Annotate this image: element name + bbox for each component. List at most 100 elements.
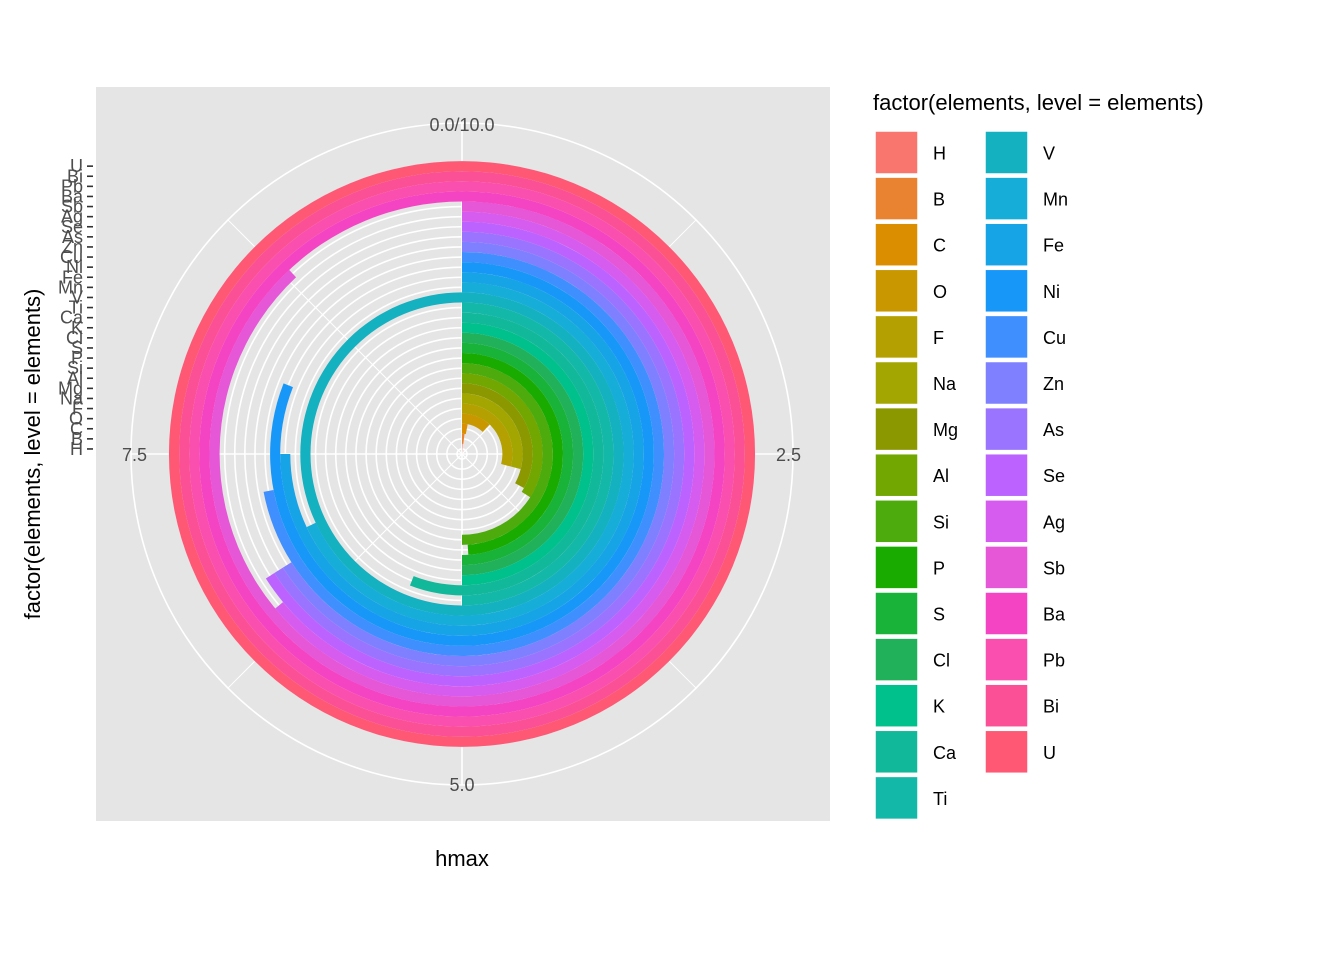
y-tick-label: Sb	[61, 197, 83, 217]
y-tick-label: Cu	[60, 247, 83, 267]
legend-key-U	[984, 729, 1029, 775]
y-tick-label: Ag	[61, 207, 83, 227]
legend-label: Ag	[1043, 512, 1065, 532]
bar-P	[462, 353, 564, 555]
legend-label: C	[933, 236, 946, 256]
theta-tick-label: 0.0/10.0	[429, 115, 494, 135]
legend-label: U	[1043, 743, 1056, 763]
legend-key-Ba	[984, 591, 1029, 636]
y-tick-label: H	[70, 439, 83, 459]
legend-key-Se	[984, 452, 1029, 498]
legend-label: Ca	[933, 743, 957, 763]
y-tick-label: Ti	[69, 298, 83, 318]
legend-label: Ba	[1043, 605, 1066, 625]
legend-key-Mn	[984, 176, 1029, 221]
y-tick-label: Mg	[58, 378, 83, 398]
legend-key-Cu	[984, 314, 1029, 360]
legend-key-Bi	[984, 683, 1029, 728]
legend-label: Bi	[1043, 697, 1059, 717]
legend-key-K	[874, 683, 919, 728]
legend-key-Cl	[874, 637, 919, 682]
x-axis-title: hmax	[435, 846, 489, 871]
bar-Na	[462, 393, 523, 470]
y-tick-label: Bi	[67, 166, 83, 186]
bar-Al	[462, 373, 543, 498]
y-tick-label: Al	[67, 368, 83, 388]
legend-label: Pb	[1043, 651, 1065, 671]
legend-title: factor(elements, level = elements)	[873, 90, 1204, 115]
bar-B	[462, 433, 465, 444]
legend-label: H	[933, 144, 946, 164]
legend-label: Ni	[1043, 282, 1060, 302]
y-tick-labels: HBCOFNaMgAlSiPSClKCaTiVMnFeNiCuZnAsSeAgS…	[58, 156, 93, 459]
y-axis-title: factor(elements, level = elements)	[20, 289, 45, 620]
legend-key-V	[984, 130, 1029, 175]
legend-key-Na	[874, 360, 919, 406]
legend-key-H	[874, 130, 919, 175]
y-tick-label: O	[69, 409, 83, 429]
bar-O	[462, 413, 490, 432]
legend-label: As	[1043, 420, 1064, 440]
y-tick-label: Na	[60, 388, 84, 408]
legend-key-Ni	[984, 268, 1029, 314]
y-tick-label: Pb	[61, 176, 83, 196]
bars-layer	[168, 161, 756, 747]
legend-label: Al	[933, 466, 949, 486]
theta-tick-label: 5.0	[449, 775, 474, 795]
bar-C	[462, 423, 468, 435]
legend-label: Se	[1043, 466, 1065, 486]
legend-label: O	[933, 282, 947, 302]
y-tick-label: Cl	[66, 328, 83, 348]
legend-label: Mn	[1043, 190, 1068, 210]
y-tick-label: S	[71, 338, 83, 358]
y-tick-label: Ba	[61, 186, 84, 206]
y-tick-label: As	[62, 227, 83, 247]
legend-label: K	[933, 697, 945, 717]
legend-key-Si	[874, 499, 919, 544]
legend-key-F	[874, 314, 919, 360]
legend-key-Mg	[874, 406, 919, 452]
legend-label: B	[933, 190, 945, 210]
bar-Ag	[275, 211, 705, 697]
y-tick-label: Se	[61, 217, 83, 237]
y-tick-label: Ni	[66, 257, 83, 277]
legend-key-Sb	[984, 545, 1029, 590]
legend: H B C O F Na Mg Al Si P S Cl K Ca Ti V Mn Fe Ni Cu Zn As Se Ag S…	[874, 130, 1068, 821]
legend-key-Ag	[984, 499, 1029, 544]
legend-label: Ti	[933, 789, 947, 809]
y-tick-label: C	[70, 419, 83, 439]
legend-key-Zn	[984, 360, 1029, 406]
y-tick-label: Ca	[60, 308, 84, 328]
y-tick-label: U	[70, 156, 83, 176]
y-tick-label: B	[71, 429, 83, 449]
y-tick-label: Fe	[62, 267, 83, 287]
y-tick-label: Mn	[58, 277, 83, 297]
legend-label: Si	[933, 512, 949, 532]
y-tick-label: Si	[67, 358, 83, 378]
y-tick-label: F	[72, 399, 83, 419]
legend-key-S	[874, 591, 919, 636]
theta-tick-label: 7.5	[122, 445, 147, 465]
legend-label: Fe	[1043, 236, 1064, 256]
legend-key-Ca	[874, 729, 919, 775]
legend-label: Na	[933, 374, 957, 394]
legend-key-O	[874, 268, 919, 314]
legend-label: P	[933, 558, 945, 578]
y-tick-label: Zn	[62, 237, 83, 257]
legend-key-Ti	[874, 775, 919, 821]
legend-label: S	[933, 605, 945, 625]
legend-label: Mg	[933, 420, 958, 440]
y-tick-label: P	[71, 348, 83, 368]
legend-label: Zn	[1043, 374, 1064, 394]
legend-label: V	[1043, 144, 1055, 164]
legend-key-P	[874, 545, 919, 590]
legend-key-B	[874, 176, 919, 221]
y-tick-label: V	[71, 287, 83, 307]
bar-H	[462, 443, 463, 454]
bar-F	[462, 403, 513, 467]
legend-label: F	[933, 328, 944, 348]
legend-key-As	[984, 406, 1029, 452]
bar-Mg	[462, 383, 533, 489]
theta-tick-labels: 0.0/10.0 2.5 5.0 7.5	[122, 115, 801, 795]
